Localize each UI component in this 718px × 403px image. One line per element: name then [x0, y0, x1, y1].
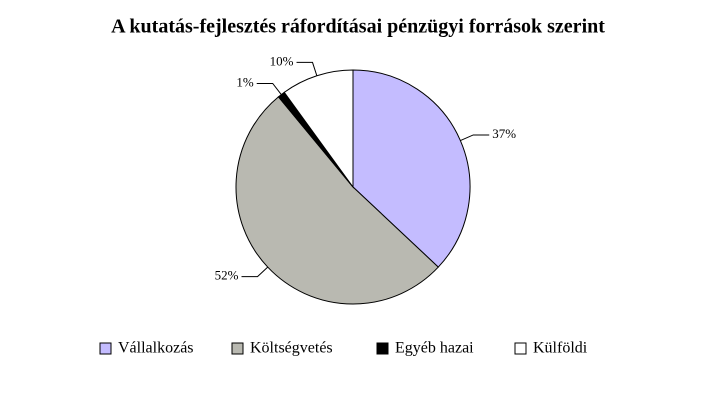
- pie-slice: [235, 96, 439, 305]
- leader-line: [460, 134, 490, 141]
- legend-label: Külföldi: [533, 340, 588, 357]
- pie-slice: [283, 69, 354, 189]
- legend-label: Költségvetés: [250, 340, 333, 357]
- leader-line: [256, 82, 282, 95]
- legend-swatch: [99, 342, 112, 355]
- data-label: 52%: [215, 268, 239, 283]
- legend-swatch: [514, 342, 527, 355]
- legend-swatch: [231, 342, 244, 355]
- legend-label: Vállalkozás: [118, 340, 194, 357]
- leader-line: [296, 61, 318, 76]
- legend-swatch: [376, 342, 389, 355]
- pie-slice: [352, 69, 471, 268]
- data-label: 10%: [270, 53, 294, 68]
- legend-label: Egyéb hazai: [395, 340, 474, 357]
- data-label: 1%: [236, 74, 254, 89]
- leader-line: [241, 266, 269, 278]
- chart-title: A kutatás-fejlesztés ráfordításai pénzüg…: [111, 16, 605, 38]
- data-label: 37%: [492, 126, 516, 141]
